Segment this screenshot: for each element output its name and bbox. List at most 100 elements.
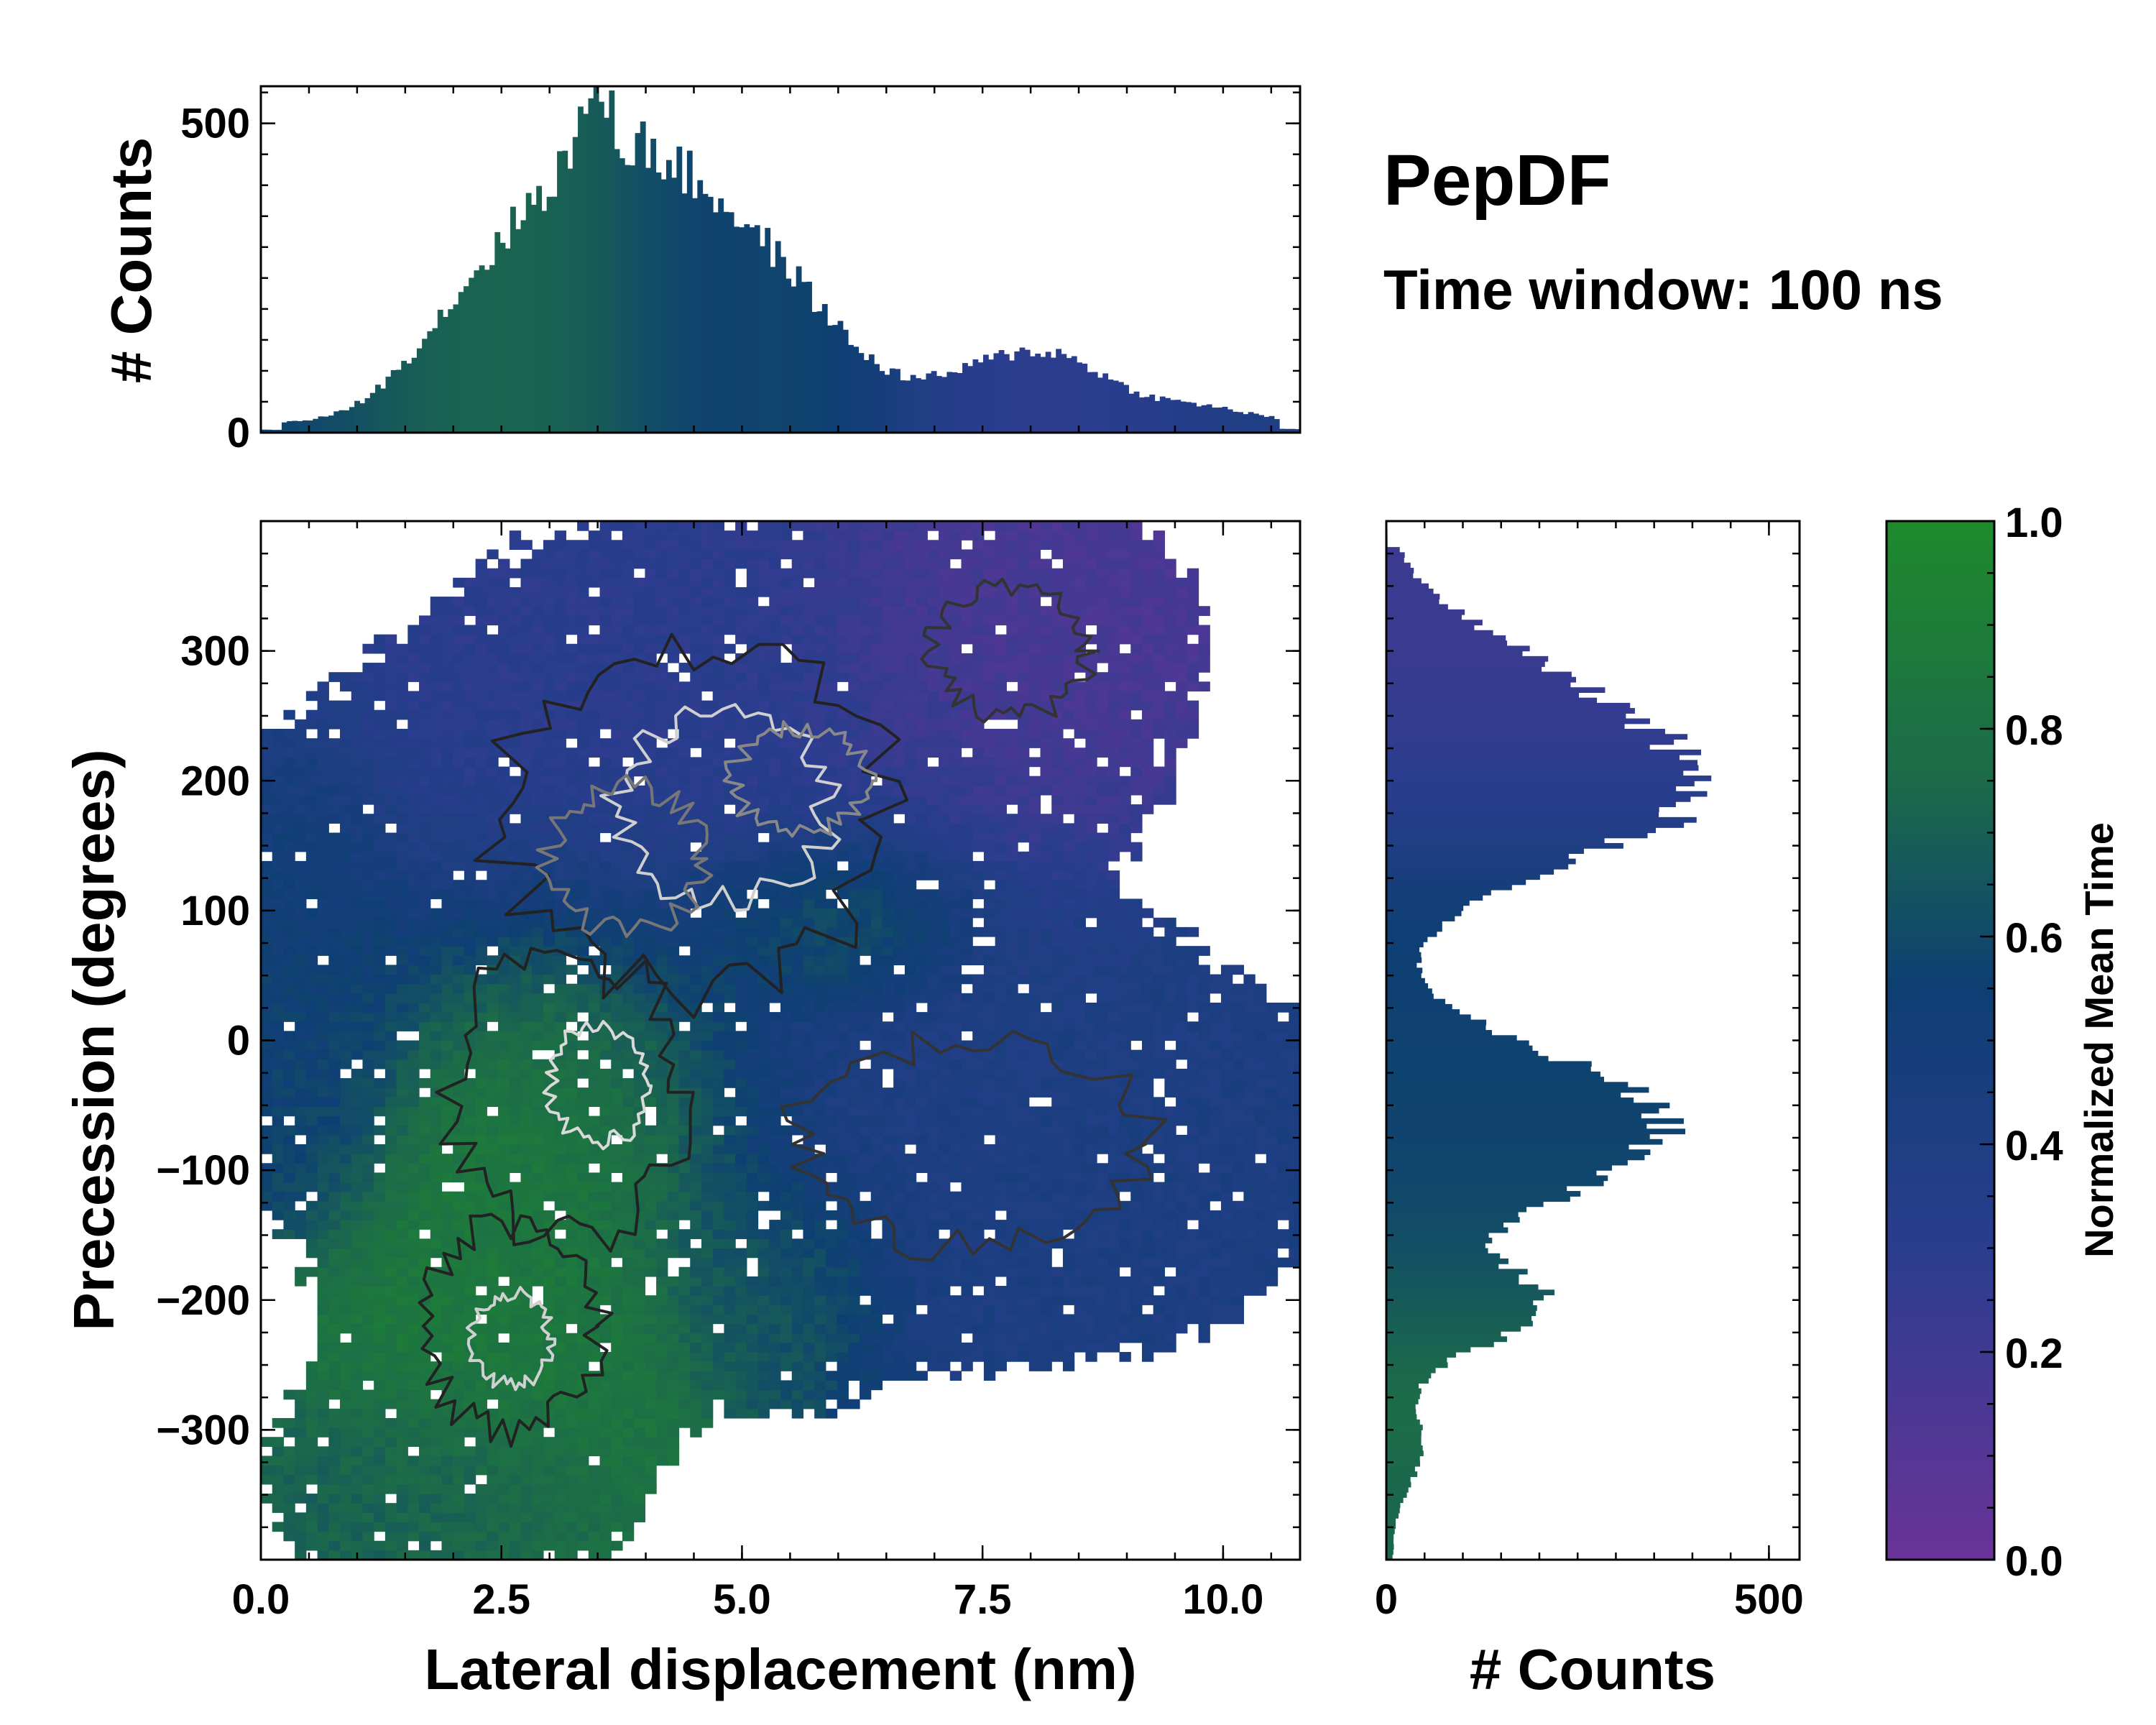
heatmap-cell (487, 898, 499, 909)
heatmap-cell (757, 1134, 770, 1145)
heatmap-cell (667, 766, 680, 777)
heatmap-cell (724, 832, 736, 843)
heatmap-cell (814, 1210, 826, 1220)
heatmap-cell (791, 851, 804, 862)
heatmap-cell (283, 1191, 295, 1202)
heatmap-cell (566, 1012, 578, 1022)
heatmap-cell (588, 748, 601, 758)
heatmap-cell (520, 804, 533, 814)
heatmap-cell (340, 926, 352, 937)
heatmap-cell (441, 729, 453, 739)
heatmap-cell (667, 1040, 680, 1051)
heatmap-cell (374, 1408, 386, 1419)
heatmap-cell (611, 1059, 623, 1070)
heatmap-cell (803, 974, 815, 985)
heatmap-cell (520, 1191, 533, 1202)
heatmap-cell (475, 719, 487, 730)
heatmap-cell (757, 568, 770, 579)
heatmap-cell (407, 1012, 420, 1022)
top-histogram-bar (760, 246, 765, 433)
heatmap-cell (543, 974, 556, 985)
heatmap-cell (611, 1512, 623, 1523)
heatmap-cell (475, 1427, 487, 1438)
heatmap-cell (769, 700, 781, 711)
heatmap-cell (566, 851, 578, 862)
heatmap-cell (588, 766, 601, 777)
heatmap-cell (690, 1408, 702, 1419)
heatmap-cell (317, 1097, 329, 1108)
heatmap-cell (690, 1220, 702, 1230)
heatmap-cell (419, 1031, 431, 1041)
heatmap-cell (667, 1371, 680, 1381)
heatmap-cell (374, 1229, 386, 1239)
heatmap-cell (317, 1295, 329, 1305)
heatmap-cell (396, 1314, 408, 1325)
heatmap-cell (566, 615, 578, 626)
heatmap-cell (803, 1389, 815, 1400)
heatmap-cell (487, 804, 499, 814)
heatmap-cell (487, 974, 499, 985)
heatmap-cell (430, 1503, 443, 1513)
heatmap-cell (577, 1503, 589, 1513)
heatmap-cell (656, 908, 668, 919)
heatmap-cell (566, 719, 578, 730)
heatmap-cell (441, 1465, 453, 1476)
heatmap-cell (667, 1276, 680, 1287)
heatmap-cell (317, 993, 329, 1003)
top-histogram-bar (344, 410, 350, 433)
heatmap-cell (543, 653, 556, 663)
heatmap-cell (656, 1031, 668, 1041)
heatmap-cell (622, 880, 635, 890)
heatmap-cell (645, 1474, 657, 1485)
heatmap-cell (283, 1059, 295, 1070)
heatmap-cell (475, 776, 487, 786)
heatmap-cell (374, 1455, 386, 1466)
heatmap-cell (724, 1248, 736, 1259)
heatmap-cell (374, 993, 386, 1003)
heatmap-cell (757, 672, 770, 682)
heatmap-cell (532, 1474, 544, 1485)
heatmap-cell (305, 1059, 318, 1070)
heatmap-cell (487, 1238, 499, 1249)
heatmap-cell (611, 1163, 623, 1174)
heatmap-cell (464, 870, 476, 880)
heatmap-cell (430, 1134, 443, 1145)
heatmap-cell (509, 974, 522, 985)
heatmap-cell (520, 1144, 533, 1154)
heatmap-cell (554, 1238, 566, 1249)
heatmap-cell (769, 908, 781, 919)
heatmap-cell (430, 1417, 443, 1428)
heatmap-cell (532, 1266, 544, 1277)
heatmap-cell (724, 1049, 736, 1060)
heatmap-cell (735, 691, 747, 702)
heatmap-cell (419, 1408, 431, 1419)
heatmap-cell (769, 1229, 781, 1239)
heatmap-cell (261, 955, 273, 966)
heatmap-cell (543, 681, 556, 692)
heatmap-cell (351, 1012, 364, 1022)
heatmap-cell (791, 965, 804, 975)
heatmap-cell (509, 568, 522, 579)
heatmap-cell (498, 577, 510, 588)
heatmap-cell (724, 823, 736, 834)
heatmap-cell (384, 1229, 397, 1239)
heatmap-cell (295, 983, 307, 994)
heatmap-cell (656, 1125, 668, 1136)
heatmap-cell (554, 709, 566, 720)
heatmap-cell (340, 1229, 352, 1239)
heatmap-cell (599, 643, 612, 654)
heatmap-cell (701, 549, 714, 560)
heatmap-cell (453, 1474, 465, 1485)
top-histogram-bar (827, 325, 833, 433)
heatmap-cell (305, 709, 318, 720)
heatmap-cell (791, 1266, 804, 1277)
heatmap-cell (396, 993, 408, 1003)
top-histogram-bar (895, 369, 900, 433)
heatmap-cell (566, 1229, 578, 1239)
heatmap-cell (374, 1342, 386, 1353)
heatmap-cell (588, 700, 601, 711)
heatmap-cell (769, 766, 781, 777)
heatmap-cell (757, 1078, 770, 1088)
heatmap-cell (769, 577, 781, 588)
heatmap-cell (611, 634, 623, 645)
